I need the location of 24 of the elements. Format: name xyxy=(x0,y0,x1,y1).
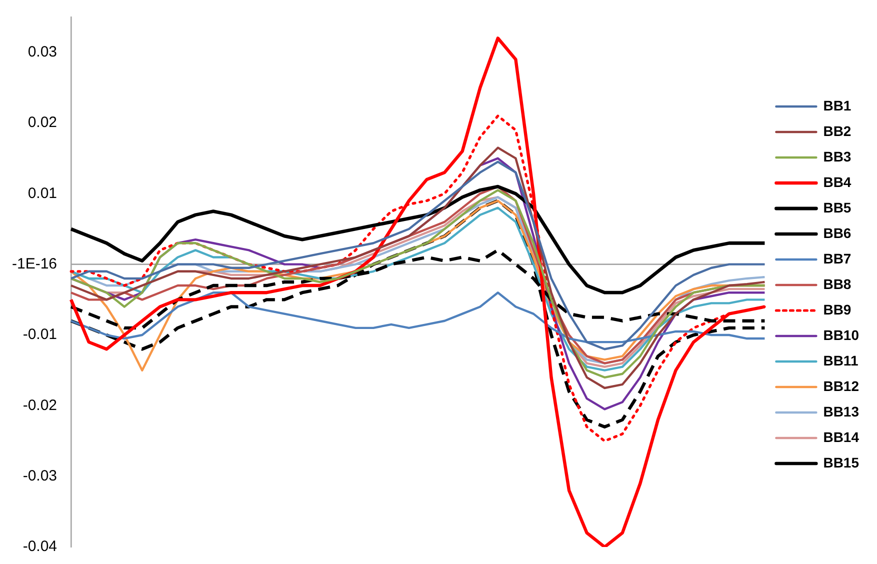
legend-label: BB3 xyxy=(823,148,852,164)
legend-label: BB4 xyxy=(823,174,852,190)
y-tick-label: -0.02 xyxy=(22,396,58,414)
legend-label: BB11 xyxy=(823,352,858,368)
y-tick-label: 0.03 xyxy=(28,43,58,60)
y-tick-label: 0.01 xyxy=(28,184,58,202)
y-tick-label: 0.02 xyxy=(28,114,58,132)
line-series xyxy=(69,199,766,428)
legend-label: BB6 xyxy=(823,224,852,241)
legend-label: BB14 xyxy=(823,428,860,445)
legend-label: BB13 xyxy=(823,403,860,420)
legend-label: BB10 xyxy=(823,326,860,343)
y-tick-label: -0.01 xyxy=(22,326,58,344)
legend-label: BB1 xyxy=(823,97,852,114)
y-tick-label: -0.03 xyxy=(22,467,58,484)
y-tick-label: -0.04 xyxy=(22,538,58,556)
legend-label: BB2 xyxy=(823,122,852,139)
legend-label: BB8 xyxy=(823,276,852,292)
legend-label: BB12 xyxy=(823,378,860,394)
legend-label: BB7 xyxy=(823,250,852,266)
legend-label: BB5 xyxy=(823,199,852,216)
legend-label: BB15 xyxy=(823,454,860,470)
y-tick-label: -1E-16 xyxy=(12,255,58,272)
legend-label: BB9 xyxy=(823,301,852,318)
